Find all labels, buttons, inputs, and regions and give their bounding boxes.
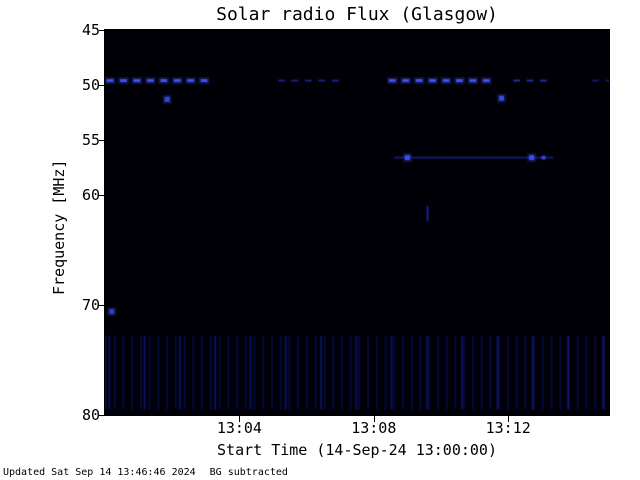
footer: Updated Sat Sep 14 13:46:46 2024 BG subtr… [3, 467, 288, 478]
y-tick-label: 70 [81, 296, 100, 314]
x-tick-label: 13:08 [351, 419, 397, 437]
y-tick-label: 50 [81, 76, 100, 94]
y-tick-mark [99, 415, 105, 416]
y-tick-mark [99, 305, 105, 306]
update-timestamp: Updated Sat Sep 14 13:46:46 2024 [3, 467, 196, 478]
y-tick-label: 45 [81, 21, 100, 39]
y-axis-label: Frequency [MHz] [50, 159, 68, 295]
x-tick-label: 13:12 [485, 419, 531, 437]
x-tick-mark [239, 416, 241, 422]
y-tick-mark [99, 30, 105, 31]
x-tick-label: 13:04 [216, 419, 262, 437]
y-tick-label: 55 [81, 131, 100, 149]
x-tick-mark [508, 416, 510, 422]
y-tick-mark [99, 195, 105, 196]
y-tick-mark [99, 85, 105, 86]
spectrogram-canvas [105, 30, 609, 415]
x-tick-mark [373, 416, 375, 422]
x-axis-label: Start Time (14-Sep-24 13:00:00) [217, 441, 497, 459]
y-tick-label: 80 [81, 406, 100, 424]
plot-area [104, 29, 610, 416]
chart-title: Solar radio Flux (Glasgow) [216, 4, 498, 25]
y-tick-mark [99, 140, 105, 141]
bg-subtracted-note: BG subtracted [209, 467, 288, 478]
y-tick-label: 60 [81, 186, 100, 204]
